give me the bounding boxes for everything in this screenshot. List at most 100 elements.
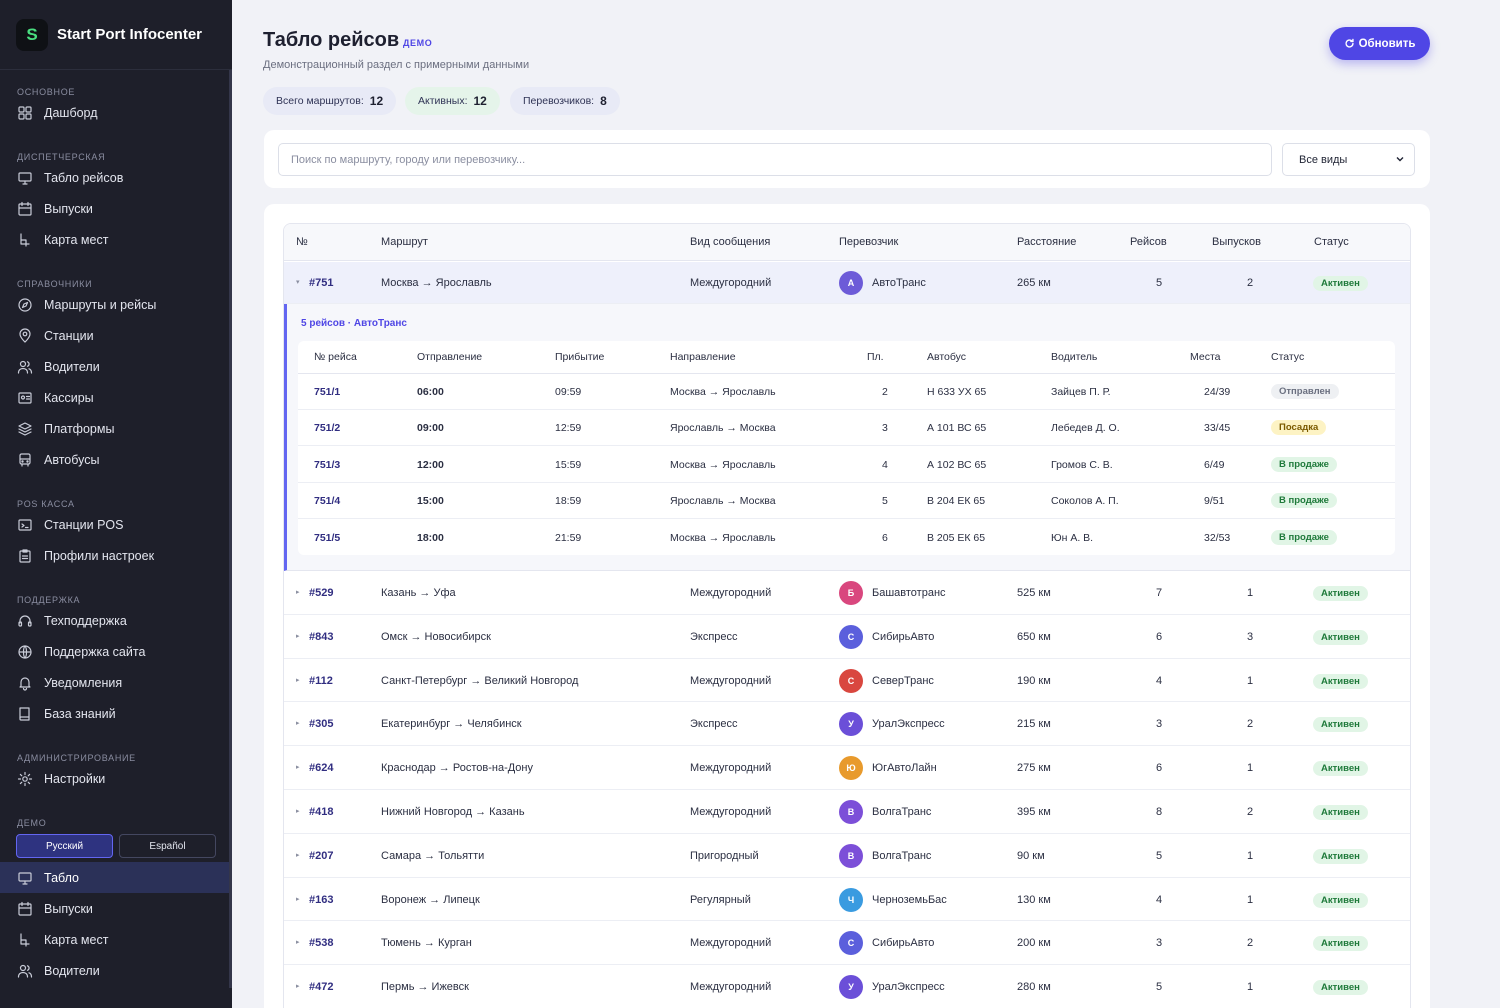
- route-name: Самара → Тольятти: [381, 849, 485, 862]
- driver-name: Зайцев П. Р.: [1051, 386, 1111, 398]
- sidebar-item[interactable]: Табло рейсов: [0, 162, 232, 193]
- sidebar-item[interactable]: Дашборд: [0, 97, 232, 128]
- sidebar-item[interactable]: Станции POS: [0, 509, 232, 540]
- brand[interactable]: S Start Port Infocenter: [0, 0, 232, 70]
- refresh-button[interactable]: Обновить: [1329, 27, 1430, 60]
- language-button[interactable]: Русский: [16, 834, 113, 858]
- caret-right-icon[interactable]: ▸: [296, 895, 300, 903]
- trip-row[interactable]: 751/1 06:00 09:59 Москва → Ярославль 2 Н 633 …: [298, 374, 1395, 410]
- stat-total-routes: Всего маршрутов: 12: [263, 87, 397, 115]
- route-number: #472: [309, 981, 334, 994]
- arrival-time: 21:59: [555, 531, 582, 544]
- sidebar-section-title: ПОДДЕРЖКА: [17, 595, 81, 605]
- direction: Ярославль → Москва: [670, 495, 776, 508]
- column-header[interactable]: Расстояние: [1017, 236, 1077, 248]
- table-row[interactable]: ▾ #751 Москва → Ярославль Междугородний А Авт…: [284, 262, 1410, 304]
- stat-carriers: Перевозчиков: 8: [510, 87, 620, 115]
- caret-right-icon[interactable]: ▸: [296, 851, 300, 859]
- trips-table-header: № рейса Отправление Прибытие Направление Пл.…: [298, 341, 1395, 374]
- search-input[interactable]: Поиск по маршруту, городу или перевозчик…: [278, 143, 1272, 176]
- column-header[interactable]: Маршрут: [381, 236, 428, 248]
- trip-row[interactable]: 751/3 12:00 15:59 Москва → Ярославль 4 А 102 …: [298, 447, 1395, 483]
- sidebar-item[interactable]: Карта мест: [0, 224, 232, 255]
- sidebar: S Start Port Infocenter ОСНОВНОЕ Дашборд Д…: [0, 0, 232, 1008]
- trips-count: 5: [1156, 981, 1163, 994]
- platform: 3: [882, 422, 888, 435]
- sidebar-item-label: Платформы: [44, 421, 115, 436]
- sidebar-item-label: Водители: [44, 963, 100, 978]
- caret-right-icon[interactable]: ▸: [296, 808, 300, 815]
- route-number: #751: [309, 277, 334, 289]
- sidebar-item[interactable]: Выпуски: [0, 193, 232, 224]
- table-row[interactable]: ▸ #418 Нижний Новгород → Казань Междугородн…: [284, 790, 1410, 834]
- sidebar-item[interactable]: Уведомления: [0, 667, 232, 698]
- carrier-name: ВолгаТранс: [872, 806, 932, 818]
- avatar: С: [839, 668, 863, 693]
- table-row[interactable]: ▸ #624 Краснодар → Ростов-на-Дону Междугоро…: [284, 746, 1410, 790]
- table-row[interactable]: ▸ #163 Воронеж → Липецк Регулярный Ч Чернозем…: [284, 878, 1410, 922]
- sidebar-item[interactable]: База знаний: [0, 698, 232, 729]
- column-header[interactable]: Выпусков: [1212, 236, 1261, 248]
- route-number: #843: [309, 630, 334, 643]
- table-row[interactable]: ▸ #529 Казань → Уфа Междугородний Б Башавтотр…: [284, 571, 1410, 615]
- gear-icon: [17, 771, 33, 786]
- column-header[interactable]: Рейсов: [1130, 236, 1167, 248]
- distance: 90 км: [1017, 849, 1045, 862]
- driver-name: Юн А. В.: [1051, 531, 1094, 544]
- sidebar-demo-item[interactable]: Выпуски: [0, 893, 232, 924]
- table-row[interactable]: ▸ #843 Омск → Новосибирск Экспресс С СибирьАв…: [284, 615, 1410, 659]
- table-row[interactable]: ▸ #112 Санкт-Петербург → Великий Новгород М…: [284, 659, 1410, 703]
- caret-right-icon[interactable]: ▸: [296, 632, 300, 640]
- distance: 215 км: [1017, 718, 1051, 731]
- caret-right-icon[interactable]: ▸: [296, 676, 300, 684]
- caret-right-icon[interactable]: ▸: [296, 589, 300, 596]
- sidebar-demo-item[interactable]: Водители: [0, 955, 232, 986]
- sidebar-section-title: ОСНОВНОЕ: [17, 87, 76, 97]
- sidebar-demo-item[interactable]: Табло: [0, 862, 232, 893]
- caret-right-icon[interactable]: ▸: [296, 939, 300, 947]
- sidebar-item[interactable]: Профили настроек: [0, 540, 232, 571]
- column-header[interactable]: Статус: [1314, 236, 1349, 248]
- releases-count: 2: [1247, 277, 1254, 289]
- table-row[interactable]: ▸ #472 Пермь → Ижевск Междугородний У УралЭкс…: [284, 965, 1410, 1008]
- table-row[interactable]: ▸ #207 Самара → Тольятти Пригородный В ВолгаТ…: [284, 834, 1410, 878]
- sidebar-section-title: ДИСПЕТЧЕРСКАЯ: [17, 152, 106, 162]
- carrier-name: УралЭкспресс: [872, 981, 945, 994]
- trip-row[interactable]: 751/2 09:00 12:59 Ярославль → Москва 3 А 101 …: [298, 410, 1395, 447]
- refresh-label: Обновить: [1358, 37, 1416, 50]
- stat-label: Перевозчиков:: [523, 95, 595, 107]
- caret-right-icon[interactable]: ▸: [296, 764, 300, 772]
- route-type: Междугородний: [690, 937, 772, 950]
- sidebar-item[interactable]: Поддержка сайта: [0, 636, 232, 667]
- trip-number: 751/5: [314, 531, 341, 544]
- sidebar-item[interactable]: Водители: [0, 351, 232, 382]
- type-select[interactable]: Все виды: [1282, 143, 1415, 176]
- seat-icon: [20, 932, 30, 947]
- sidebar-item[interactable]: Кассиры: [0, 382, 232, 413]
- caret-down-icon[interactable]: ▾: [296, 279, 300, 286]
- sidebar-item-label: Кассиры: [44, 390, 94, 405]
- caret-right-icon[interactable]: ▸: [296, 983, 300, 991]
- sidebar-item[interactable]: Маршруты и рейсы: [0, 289, 232, 320]
- sidebar-item[interactable]: Платформы: [0, 413, 232, 444]
- column-header[interactable]: №: [296, 236, 308, 248]
- trip-number: 751/3: [314, 458, 341, 471]
- sidebar-item[interactable]: Настройки: [0, 763, 232, 794]
- users-icon: [17, 964, 33, 978]
- trip-row[interactable]: 751/4 15:00 18:59 Ярославль → Москва 5 В 204 …: [298, 483, 1395, 520]
- table-row[interactable]: ▸ #538 Тюмень → Курган Междугородний С Сибирь…: [284, 921, 1410, 966]
- trip-row[interactable]: 751/5 18:00 21:59 Москва → Ярославль 6 В 205 …: [298, 520, 1395, 555]
- sidebar-scrollbar[interactable]: [229, 70, 232, 988]
- sidebar-item-label: Автобусы: [44, 452, 100, 467]
- table-row[interactable]: ▸ #305 Екатеринбург → Челябинск Экспресс У Ур…: [284, 702, 1410, 747]
- column-header[interactable]: Вид сообщения: [690, 236, 771, 248]
- caret-right-icon[interactable]: ▸: [296, 720, 300, 728]
- trips-column-header: Направление: [670, 351, 736, 363]
- sidebar-item[interactable]: Техподдержка: [0, 605, 232, 636]
- sidebar-demo-item[interactable]: Карта мест: [0, 924, 232, 955]
- sidebar-item[interactable]: Станции: [0, 320, 232, 351]
- column-header[interactable]: Перевозчик: [839, 236, 899, 248]
- trips-column-header: Прибытие: [555, 351, 605, 363]
- language-button[interactable]: Español: [119, 834, 216, 858]
- sidebar-item[interactable]: Автобусы: [0, 444, 232, 475]
